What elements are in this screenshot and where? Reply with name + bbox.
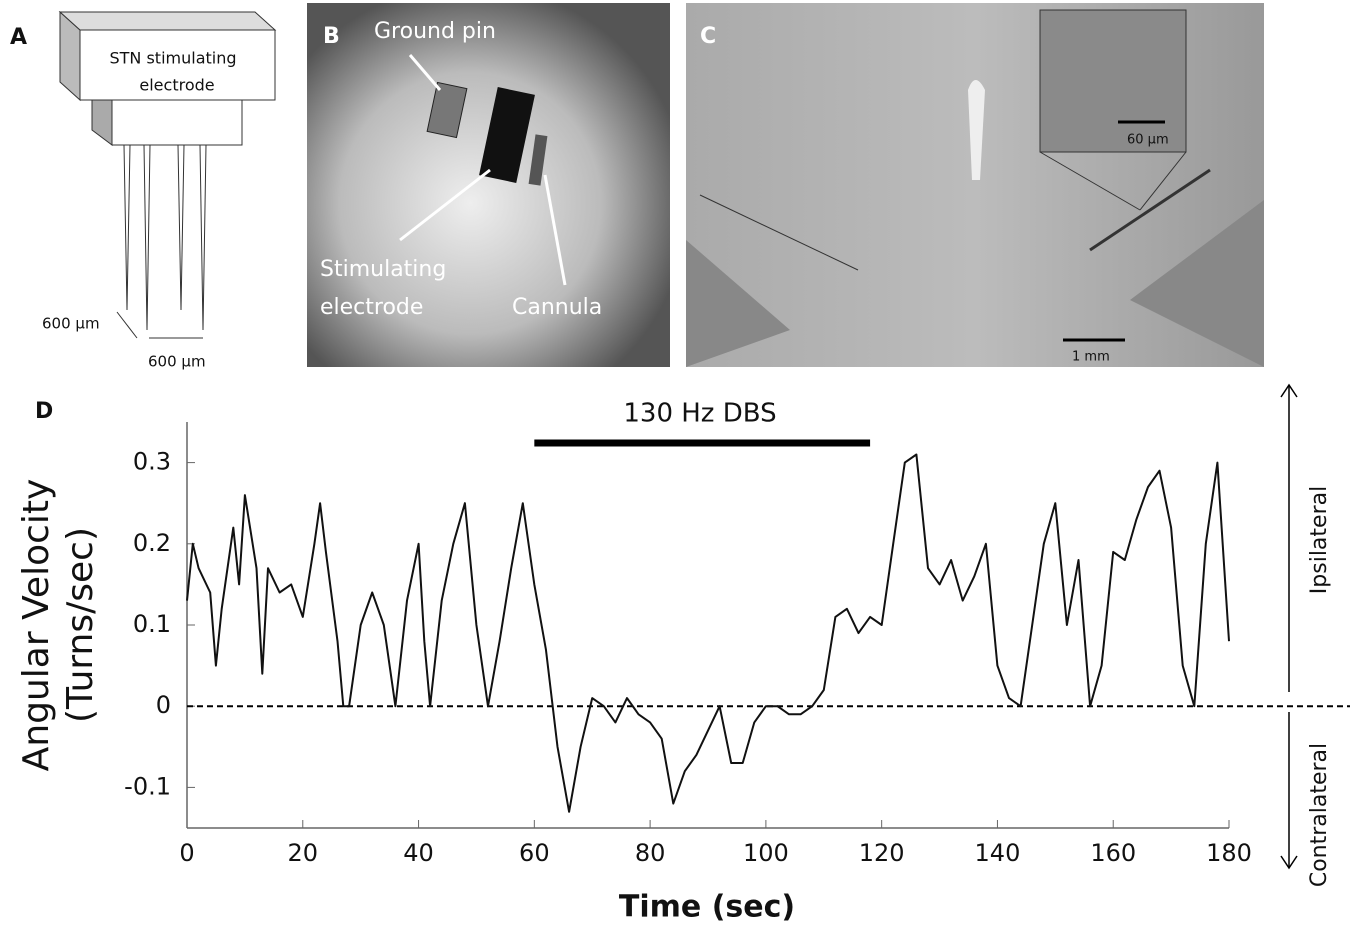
y-axis-label: Angular Velocity [16,479,57,772]
photo-label: Cannula [512,295,602,320]
x-tick-label: 60 [519,839,550,867]
panel-letter: D [35,399,53,424]
x-tick-label: 0 [179,839,194,867]
spacing-label: 600 µm [42,315,100,333]
x-tick-label: 180 [1206,839,1252,867]
photo-label: Ground pin [374,19,496,44]
x-tick-label: 40 [403,839,434,867]
photo-label: electrode [320,295,423,320]
panel-c: 60 µm C 1 mm [686,3,1264,367]
y-tick-label: -0.1 [124,772,171,800]
scale-label: 60 µm [1127,133,1169,148]
panel-letter: A [10,25,27,50]
x-tick-label: 160 [1090,839,1136,867]
y-tick-label: 0 [156,691,171,719]
x-tick-label: 120 [859,839,905,867]
panel-letter: B [323,24,340,49]
side-label: Contralateral [1307,743,1332,887]
x-axis-label: Time (sec) [619,890,795,925]
scale-label: 1 mm [1072,350,1110,365]
y-tick-label: 0.3 [133,448,171,476]
x-tick-label: 80 [635,839,666,867]
panel-a: A STN stimulating electrode 600 µm 600 µ… [10,12,275,371]
x-tick-label: 20 [288,839,319,867]
photo-label: Stimulating [320,257,446,282]
electrode-label: STN stimulating [109,49,236,68]
x-tick-label: 100 [743,839,789,867]
panel-letter: C [700,24,716,49]
side-label: Ipsilateral [1307,486,1332,594]
spacing-label: 600 µm [148,353,206,371]
y-tick-label: 0.1 [133,610,171,638]
data-line [187,455,1229,812]
electrode-label: electrode [139,76,214,95]
panel-b: B Ground pin Stimulating electrode Cannu… [307,3,670,367]
x-tick-label: 140 [975,839,1021,867]
annotation: 130 Hz DBS [623,399,776,429]
y-tick-label: 0.2 [133,529,171,557]
y-axis-label: (Turns/sec) [60,527,101,723]
figure: A STN stimulating electrode 600 µm 600 µ… [0,0,1357,931]
